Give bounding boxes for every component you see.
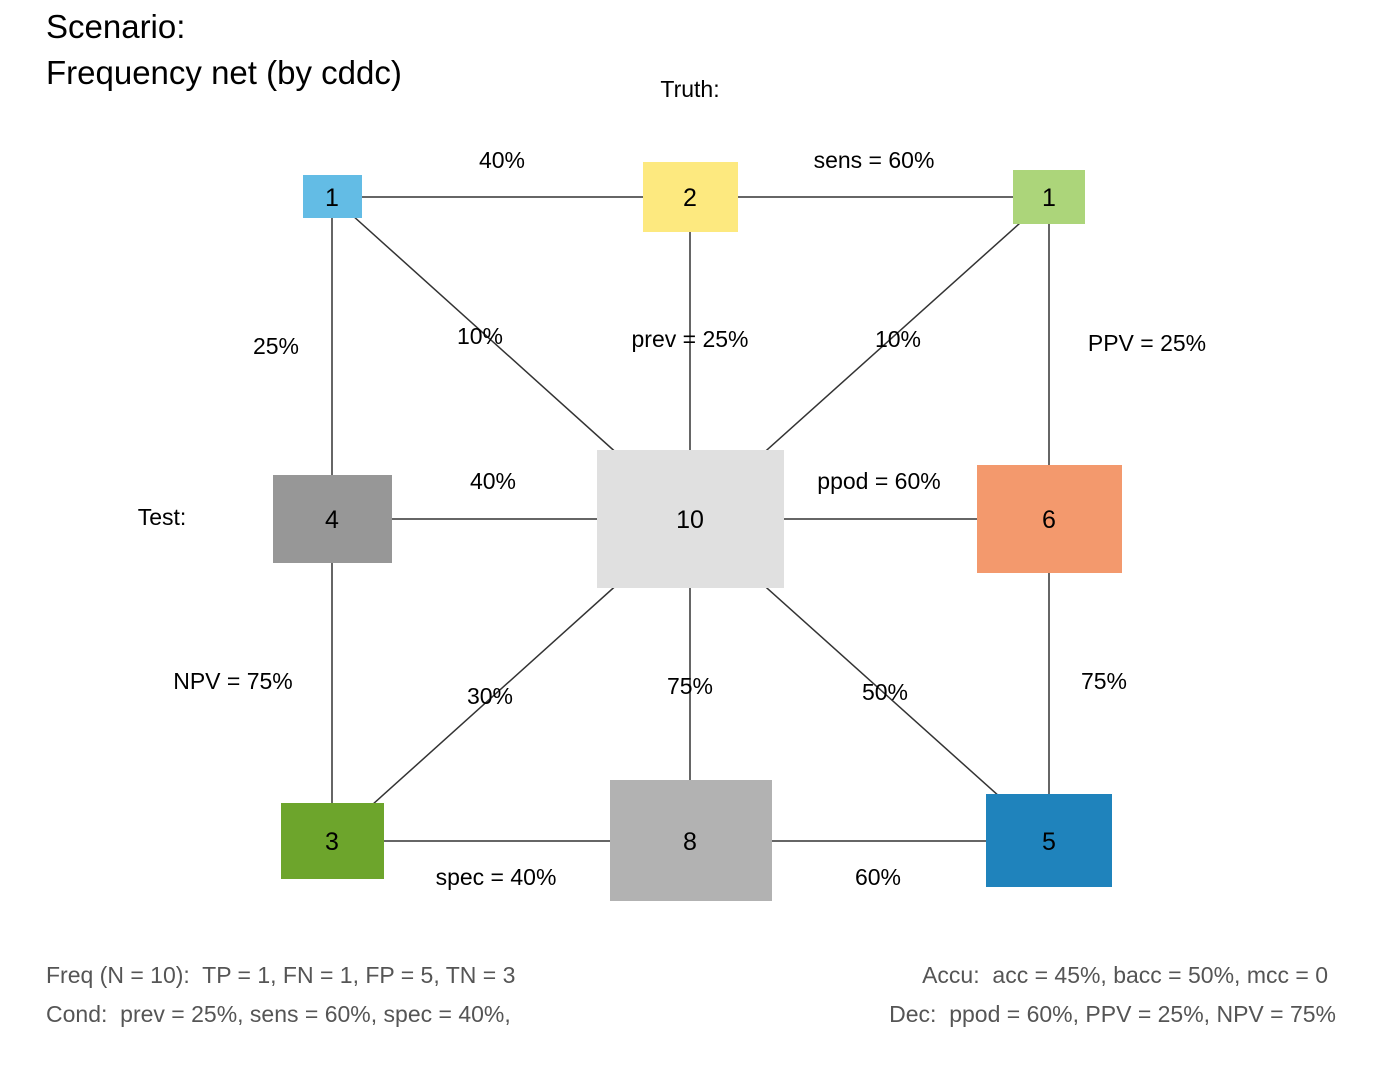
label-left-upper: 25%: [253, 333, 299, 359]
node-decision-negative: 4: [273, 475, 392, 563]
label-diag-br: 50%: [862, 679, 908, 705]
node-correct-rejections-box: [281, 803, 384, 879]
node-hits-box: [303, 175, 362, 218]
node-population-value: 10: [676, 506, 704, 534]
node-condition-true-value: 2: [683, 184, 697, 212]
node-condition-false-value: 8: [683, 828, 697, 856]
title-frequency-net: Frequency net (by cddc): [46, 54, 402, 91]
node-misses-box: [1013, 170, 1085, 224]
node-false-alarms-value: 5: [1042, 828, 1056, 856]
node-decision-positive-box: [977, 465, 1122, 573]
node-misses-value: 1: [1042, 184, 1056, 212]
title-scenario: Scenario:: [46, 8, 186, 45]
node-condition-true-box: [643, 162, 738, 232]
label-diag-tl: 10%: [457, 323, 503, 349]
label-diag-bl: 30%: [467, 683, 513, 709]
label-bottom-left: spec = 40%: [436, 864, 557, 890]
edge-labels: Truth: Test: 40% sens = 60% 25% 10% prev…: [138, 76, 1206, 890]
node-population: 10: [597, 450, 784, 588]
label-mid-left: 40%: [470, 468, 516, 494]
label-top-left: 40%: [479, 147, 525, 173]
footer-frequencies: Freq (N = 10): TP = 1, FN = 1, FP = 5, T…: [46, 962, 516, 988]
node-hits: 1: [303, 175, 362, 218]
node-population-box: [597, 450, 784, 588]
label-test: Test:: [138, 504, 187, 530]
node-decision-positive-value: 6: [1042, 506, 1056, 534]
label-center-up: prev = 25%: [632, 326, 749, 352]
label-right-lower: 75%: [1081, 668, 1127, 694]
footer-accuracy: Accu: acc = 45%, bacc = 50%, mcc = 0: [922, 962, 1328, 988]
node-condition-false-box: [610, 780, 772, 901]
node-correct-rejections-value: 3: [325, 828, 339, 856]
node-decision-negative-box: [273, 475, 392, 563]
label-bottom-right: 60%: [855, 864, 901, 890]
nodes: 1 2 1 4 10 6 3 8: [273, 162, 1122, 901]
node-correct-rejections: 3: [281, 803, 384, 879]
node-condition-true: 2: [643, 162, 738, 232]
node-false-alarms: 5: [986, 794, 1112, 887]
node-false-alarms-box: [986, 794, 1112, 887]
node-hits-value: 1: [325, 184, 339, 212]
node-decision-negative-value: 4: [325, 506, 339, 534]
node-decision-positive: 6: [977, 465, 1122, 573]
label-right-upper: PPV = 25%: [1088, 330, 1206, 356]
label-center-down: 75%: [667, 673, 713, 699]
node-misses: 1: [1013, 170, 1085, 224]
label-diag-tr: 10%: [875, 326, 921, 352]
label-left-lower: NPV = 75%: [173, 668, 293, 694]
footer-decision: Dec: ppod = 60%, PPV = 25%, NPV = 75%: [889, 1001, 1336, 1027]
footer-condition: Cond: prev = 25%, sens = 60%, spec = 40%…: [46, 1001, 511, 1027]
label-top-right: sens = 60%: [814, 147, 935, 173]
label-mid-right: ppod = 60%: [817, 468, 940, 494]
label-truth: Truth:: [660, 76, 719, 102]
node-condition-false: 8: [610, 780, 772, 901]
